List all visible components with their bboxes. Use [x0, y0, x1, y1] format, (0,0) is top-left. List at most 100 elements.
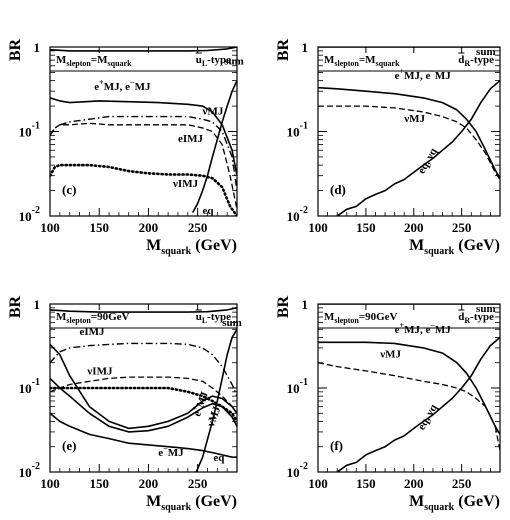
- y-tick-exponent: -1: [300, 121, 308, 132]
- series-group: [318, 304, 500, 472]
- curve-label-4: eq, νq: [416, 402, 441, 433]
- curve-label-1: sum: [222, 317, 242, 329]
- series-line-5-dotted: [50, 163, 237, 216]
- series-line-2-solid: [318, 86, 500, 179]
- header-mass-relation: =90GeV: [91, 311, 130, 323]
- series-group: [318, 47, 500, 216]
- series-line-3-dashed: [318, 362, 500, 451]
- x-axis-unit: (GeV): [191, 493, 237, 510]
- header-mass-symbol: M: [324, 54, 335, 66]
- y-tick-base: 1: [34, 297, 41, 312]
- header-squark-tail: -type: [470, 311, 494, 323]
- y-tick-base: 10: [19, 465, 32, 480]
- y-tick-base: 10: [287, 209, 300, 224]
- header-squark-subscript: R: [464, 316, 470, 325]
- y-tick-exponent: -2: [32, 205, 40, 216]
- curve-label-1: sum: [476, 303, 496, 315]
- curve-label-3: νMJ: [379, 349, 401, 361]
- header-squark-symbol: u: [196, 54, 202, 66]
- curve-label-4: e+MJ: [188, 389, 211, 418]
- header-squark-type: dR-type: [458, 311, 494, 325]
- series-line-6-solid: [50, 377, 237, 433]
- series-line-1-solid: [50, 47, 237, 52]
- curve-label-1: sum: [224, 56, 244, 68]
- y-tick-base: 1: [302, 40, 309, 55]
- series-line-4-dashed: [50, 122, 237, 210]
- plot-frame: [49, 46, 238, 217]
- header-squark-subscript: R: [464, 59, 470, 68]
- x-tick-label: 200: [404, 220, 424, 235]
- y-tick-label: 10-1: [19, 121, 40, 140]
- y-tick-exponent: -1: [300, 377, 308, 388]
- series-line-4-solid: [336, 79, 500, 216]
- x-tick-label: 250: [188, 220, 208, 235]
- header-squark-subscript: L: [202, 59, 207, 68]
- series-line-6-solid: [192, 80, 237, 213]
- y-tick-label: 10-2: [19, 205, 40, 224]
- curve-label-6: e−MJ: [158, 444, 184, 459]
- y-axis-label: BR: [275, 295, 292, 318]
- x-axis-subscript: squark: [161, 246, 191, 257]
- y-tick-exponent: -1: [32, 121, 40, 132]
- header-mass-symbol: M: [324, 311, 335, 323]
- x-axis-symbol: M: [146, 237, 161, 254]
- header-mass-relation: =M: [359, 54, 376, 66]
- header-mass-symbol: M: [56, 311, 67, 323]
- x-tick-label: 100: [308, 476, 328, 491]
- x-axis-unit: (GeV): [454, 237, 500, 254]
- y-tick-base: 10: [287, 381, 300, 396]
- x-tick-label: 200: [404, 476, 424, 491]
- header-squark-type: dR-type: [458, 54, 494, 68]
- x-axis-label: Msquark (GeV): [146, 237, 237, 257]
- y-tick-base: 10: [19, 125, 32, 140]
- header-squark-symbol: u: [196, 311, 202, 323]
- y-axis-label: BR: [275, 38, 292, 61]
- header-mass-relation: =90GeV: [359, 311, 398, 323]
- header-mass-subscript: slepton: [334, 59, 359, 68]
- x-axis-label: Msquark (GeV): [146, 493, 237, 513]
- x-axis-symbol: M: [409, 493, 424, 510]
- y-tick-label: 1: [34, 297, 41, 312]
- y-tick-exponent: -2: [300, 205, 308, 216]
- y-tick-base: 10: [19, 381, 32, 396]
- y-tick-label: 1: [302, 40, 309, 55]
- x-tick-label: 250: [452, 476, 472, 491]
- curve-label-1: sum: [476, 46, 496, 58]
- panel-letter: (c): [62, 182, 76, 197]
- series-line-7-solid: [50, 412, 237, 459]
- series-line-5-solid: [50, 343, 237, 430]
- header-squark-tail: -type: [470, 54, 494, 66]
- header-mass-condition: Mslepton=Msquark: [324, 54, 400, 68]
- x-axis-subscript: squark: [161, 502, 191, 513]
- y-tick-label: 10-2: [19, 461, 40, 480]
- curve-label-7: eq: [213, 452, 225, 464]
- x-tick-label: 100: [308, 220, 328, 235]
- header-mass-subscript: slepton: [66, 316, 91, 325]
- y-tick-base: 10: [19, 209, 32, 224]
- x-tick-label: 150: [356, 220, 376, 235]
- x-tick-label: 150: [89, 476, 109, 491]
- header-squark-tail: -type: [207, 311, 231, 323]
- x-axis-label: Msquark (GeV): [409, 237, 500, 257]
- y-tick-base: 10: [287, 465, 300, 480]
- curve-label-3: νMJ: [403, 113, 425, 125]
- x-tick-label: 250: [452, 220, 472, 235]
- y-tick-exponent: -2: [300, 461, 308, 472]
- curve-label-2: e+MJ, e−MJ: [395, 321, 452, 336]
- header-squark-tail: -type: [207, 54, 231, 66]
- header-mass-subscript-2: squark: [108, 59, 133, 68]
- y-tick-base: 10: [287, 125, 300, 140]
- curve-label-6: eq: [203, 205, 215, 217]
- y-tick-label: 10-1: [287, 121, 308, 140]
- x-axis-symbol: M: [146, 493, 161, 510]
- y-tick-exponent: -1: [32, 377, 40, 388]
- header-squark-symbol: d: [458, 54, 464, 66]
- curve-label-3: νIMJ: [86, 365, 113, 377]
- y-tick-label: 10-2: [287, 461, 308, 480]
- header-squark-subscript: L: [202, 316, 207, 325]
- x-axis-label: Msquark (GeV): [409, 493, 500, 513]
- y-tick-base: 1: [34, 40, 41, 55]
